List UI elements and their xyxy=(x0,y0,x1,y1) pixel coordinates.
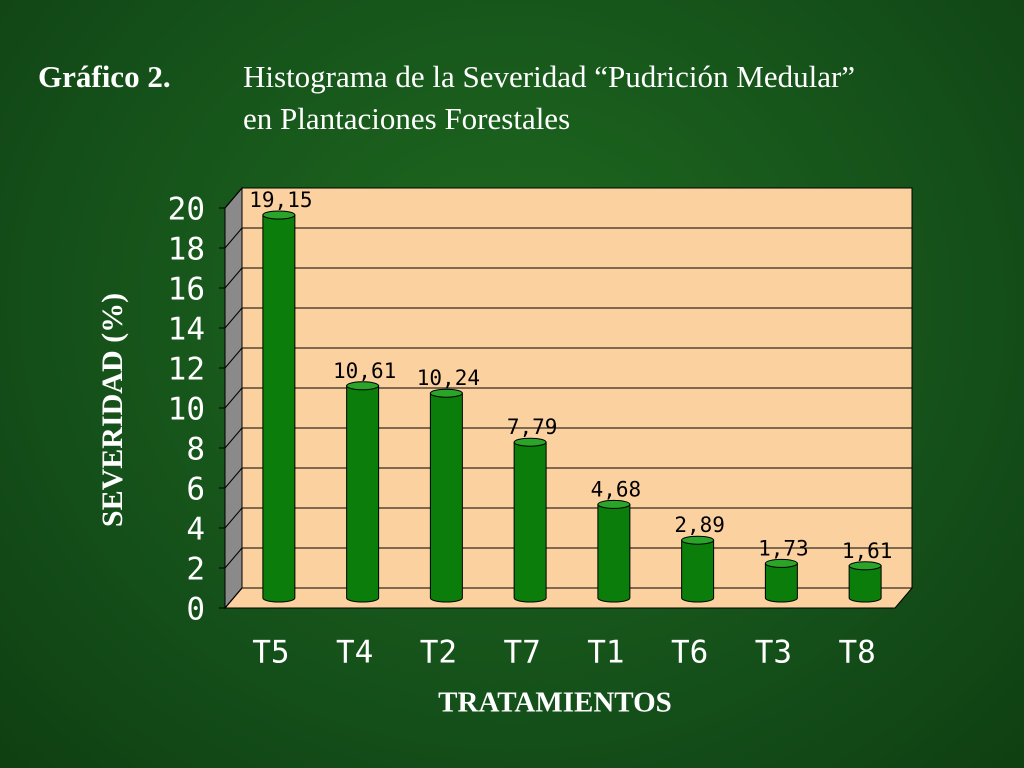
floor xyxy=(223,587,914,609)
y-tick-label: 20 xyxy=(168,192,205,228)
grid-line-side xyxy=(224,587,243,609)
value-label: 2,89 xyxy=(674,513,725,537)
bar xyxy=(764,562,798,603)
y-tick-label: 2 xyxy=(186,552,205,588)
value-label: 10,61 xyxy=(333,359,396,383)
bar-top xyxy=(681,535,715,545)
grid-line-side xyxy=(224,467,243,489)
grid-line-side xyxy=(224,307,243,329)
bar-top xyxy=(262,210,296,220)
bar-top xyxy=(764,558,798,568)
chart-title: Histograma de la Severidad “Pudrición Me… xyxy=(243,59,856,136)
bar-top xyxy=(597,499,631,509)
y-tick-label: 0 xyxy=(186,592,205,628)
bar xyxy=(429,392,463,603)
x-tick-label: T2 xyxy=(420,635,457,671)
grid-line-side xyxy=(224,507,243,529)
bar xyxy=(597,503,631,603)
bar xyxy=(513,441,547,603)
value-label: 1,61 xyxy=(842,539,893,563)
x-tick-label: T5 xyxy=(252,635,289,671)
grid-line-side xyxy=(224,547,243,569)
value-label: 7,79 xyxy=(507,415,558,439)
x-tick-label: T3 xyxy=(755,635,792,671)
grid-line-side xyxy=(224,347,243,369)
value-label: 1,73 xyxy=(758,536,809,560)
y-axis-label: SEVERIDAD (%) xyxy=(96,293,129,527)
x-tick-label: T4 xyxy=(336,635,373,671)
y-tick-label: 8 xyxy=(186,432,205,468)
y-tick-label: 10 xyxy=(168,392,205,428)
bar-top xyxy=(429,388,463,398)
bar xyxy=(681,539,715,603)
bar-top xyxy=(513,437,547,447)
y-tick-label: 16 xyxy=(168,272,205,308)
grid-line-side xyxy=(224,187,243,209)
x-tick-label: T1 xyxy=(587,635,624,671)
grid-line-side xyxy=(224,427,243,449)
y-tick-label: 6 xyxy=(186,472,205,508)
x-axis-label: TRATAMIENTOS xyxy=(438,687,672,719)
x-tick-label: T7 xyxy=(503,635,540,671)
y-tick-label: 14 xyxy=(168,312,205,348)
bar-top xyxy=(346,381,380,391)
bar xyxy=(262,214,296,603)
grid-line-side xyxy=(224,387,243,409)
y-tick-label: 4 xyxy=(186,512,205,548)
bar xyxy=(848,565,882,603)
value-label: 4,68 xyxy=(591,477,642,501)
bar-top xyxy=(848,561,882,571)
grid-line-side xyxy=(224,267,243,289)
figure-label: Gráfico 2. xyxy=(38,59,171,94)
bar xyxy=(346,385,380,603)
x-tick-label: T6 xyxy=(671,635,708,671)
value-label: 10,24 xyxy=(417,366,480,390)
x-tick-label: T8 xyxy=(838,635,875,671)
grid-line-side xyxy=(224,227,243,249)
value-label: 19,15 xyxy=(249,188,312,212)
y-tick-label: 12 xyxy=(168,352,205,388)
y-tick-label: 18 xyxy=(168,232,205,268)
